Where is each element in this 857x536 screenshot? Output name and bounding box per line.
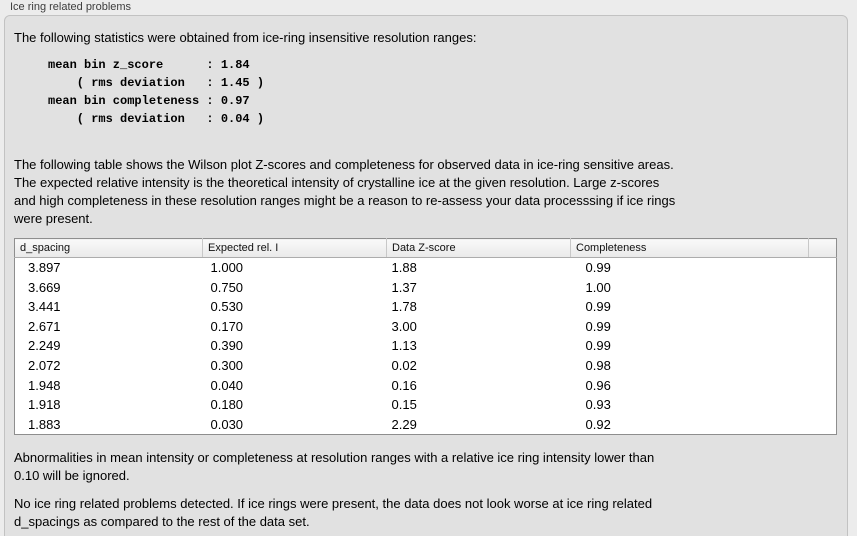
table-row[interactable]: 3.669 0.750 1.37 1.00 <box>15 278 837 298</box>
stats-block: mean bin z_score : 1.84 ( rms deviation … <box>48 58 265 126</box>
cell-d-spacing: 3.669 <box>28 279 61 295</box>
cell-d-spacing: 3.441 <box>28 299 61 315</box>
table-row[interactable]: 1.948 0.040 0.16 0.96 <box>15 376 837 396</box>
table-row[interactable]: 1.918 0.180 0.15 0.93 <box>15 395 837 415</box>
panel-title: Ice ring related problems <box>10 1 132 13</box>
cell-expected-rel-i: 0.180 <box>210 397 244 413</box>
cell-d-spacing: 1.918 <box>28 397 61 413</box>
ignore-note-text: Abnormalities in mean intensity or compl… <box>14 450 655 483</box>
cell-completeness: 0.99 <box>585 260 611 275</box>
cell-completeness: 0.98 <box>585 357 611 373</box>
table-row[interactable]: 3.441 0.530 1.78 0.99 <box>15 297 837 317</box>
cell-data-z-score: 0.15 <box>391 397 417 413</box>
header-d-spacing[interactable]: d_spacing <box>14 238 203 258</box>
table-row[interactable]: 1.883 0.030 2.29 0.92 <box>15 415 837 435</box>
cell-data-z-score: 1.88 <box>391 260 417 275</box>
ice-ring-table: d_spacing Expected rel. I Data Z-score C… <box>14 238 837 436</box>
table-intro-text: The following table shows the Wilson plo… <box>14 157 676 226</box>
table-header-row: d_spacing Expected rel. I Data Z-score C… <box>14 238 837 258</box>
cell-data-z-score: 3.00 <box>391 318 417 334</box>
cell-d-spacing: 2.249 <box>28 338 61 354</box>
table-row[interactable]: 2.671 0.170 3.00 0.99 <box>15 317 837 337</box>
cell-completeness: 1.00 <box>585 279 611 295</box>
table-row[interactable]: 2.072 0.300 0.02 0.98 <box>15 356 837 376</box>
cell-data-z-score: 1.78 <box>391 299 417 315</box>
cell-expected-rel-i: 0.750 <box>210 279 244 295</box>
cell-expected-rel-i: 1.000 <box>210 260 244 275</box>
cell-d-spacing: 1.883 <box>28 416 61 432</box>
cell-expected-rel-i: 0.300 <box>210 357 244 373</box>
cell-completeness: 0.99 <box>585 299 611 315</box>
cell-data-z-score: 2.29 <box>391 416 417 432</box>
conclusion-text: No ice ring related problems detected. I… <box>14 496 653 529</box>
cell-completeness: 0.99 <box>585 338 611 354</box>
header-completeness[interactable]: Completeness <box>570 238 809 258</box>
cell-completeness: 0.99 <box>585 318 611 334</box>
cell-expected-rel-i: 0.390 <box>210 338 244 354</box>
header-expected-rel-i[interactable]: Expected rel. I <box>202 238 387 258</box>
cell-d-spacing: 2.671 <box>28 318 61 334</box>
cell-expected-rel-i: 0.040 <box>210 377 244 393</box>
cell-d-spacing: 1.948 <box>28 377 61 393</box>
cell-data-z-score: 1.13 <box>391 338 417 354</box>
cell-data-z-score: 1.37 <box>391 279 417 295</box>
ice-ring-groupbox: The following statistics were obtained f… <box>4 15 848 536</box>
header-data-z-score[interactable]: Data Z-score <box>386 238 571 258</box>
cell-expected-rel-i: 0.030 <box>210 416 244 432</box>
intro-text: The following statistics were obtained f… <box>14 30 477 45</box>
cell-expected-rel-i: 0.530 <box>210 299 244 315</box>
cell-completeness: 0.93 <box>585 397 611 413</box>
cell-data-z-score: 0.16 <box>391 377 417 393</box>
cell-completeness: 0.92 <box>585 416 611 432</box>
cell-d-spacing: 2.072 <box>28 357 61 373</box>
table-row[interactable]: 2.249 0.390 1.13 0.99 <box>15 336 837 356</box>
cell-data-z-score: 0.02 <box>391 357 417 373</box>
cell-expected-rel-i: 0.170 <box>210 318 244 334</box>
table-row[interactable]: 3.897 1.000 1.88 0.99 <box>15 258 837 278</box>
cell-d-spacing: 3.897 <box>28 260 61 275</box>
header-empty <box>808 238 837 258</box>
cell-completeness: 0.96 <box>585 377 611 393</box>
